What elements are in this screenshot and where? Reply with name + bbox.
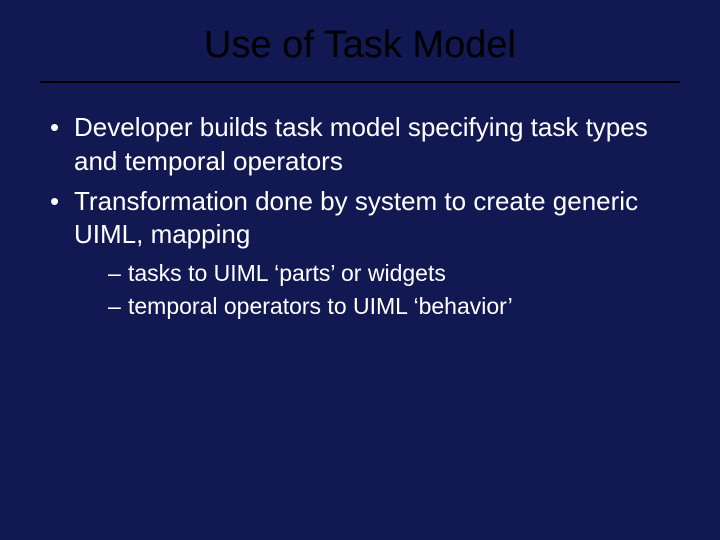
title-divider [40,81,680,83]
slide-title: Use of Task Model [40,24,680,67]
bullet-list: Developer builds task model specifying t… [40,111,680,322]
sub-bullet-text: tasks to UIML ‘parts’ or widgets [128,260,446,286]
bullet-item: Developer builds task model specifying t… [50,111,680,179]
bullet-text: Developer builds task model specifying t… [74,112,648,176]
slide-container: Use of Task Model Developer builds task … [0,0,720,540]
sub-bullet-list: tasks to UIML ‘parts’ or widgets tempora… [74,258,680,322]
bullet-text: Transformation done by system to create … [74,186,638,250]
sub-bullet-item: temporal operators to UIML ‘behavior’ [108,291,680,322]
bullet-item: Transformation done by system to create … [50,185,680,323]
sub-bullet-text: temporal operators to UIML ‘behavior’ [128,293,513,319]
sub-bullet-item: tasks to UIML ‘parts’ or widgets [108,258,680,289]
